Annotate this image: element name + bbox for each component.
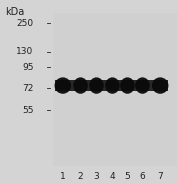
Ellipse shape	[135, 77, 150, 94]
Ellipse shape	[55, 77, 71, 94]
Text: 130: 130	[16, 47, 34, 56]
Text: 7: 7	[157, 172, 163, 181]
Text: 6: 6	[140, 172, 145, 181]
Ellipse shape	[73, 77, 88, 94]
Ellipse shape	[105, 77, 120, 94]
Text: 72: 72	[22, 84, 34, 93]
Text: 2: 2	[78, 172, 83, 181]
Ellipse shape	[152, 77, 169, 94]
Text: 3: 3	[94, 172, 99, 181]
Text: 250: 250	[16, 19, 34, 27]
Text: 4: 4	[110, 172, 115, 181]
Text: 55: 55	[22, 106, 34, 115]
Bar	[53, 13, 177, 166]
Ellipse shape	[89, 77, 104, 94]
Text: kDa: kDa	[5, 7, 25, 17]
Text: 1: 1	[60, 172, 66, 181]
Text: 5: 5	[125, 172, 130, 181]
Ellipse shape	[120, 77, 135, 94]
Bar	[55, 80, 168, 91]
Text: 95: 95	[22, 63, 34, 72]
